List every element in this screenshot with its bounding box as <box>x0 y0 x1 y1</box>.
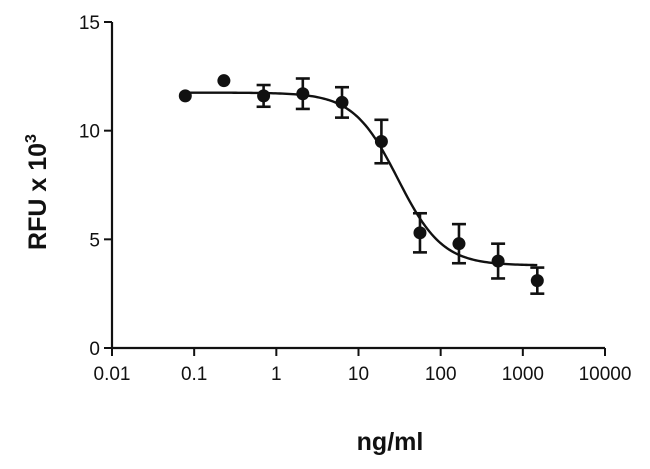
x-axis-title: ng/ml <box>357 428 424 456</box>
data-point <box>257 89 271 103</box>
data-point <box>491 254 505 268</box>
x-tick-label: 10000 <box>579 364 632 385</box>
x-tick-label: 1 <box>271 364 282 385</box>
x-tick-label: 0.1 <box>181 364 207 385</box>
data-point <box>296 87 310 101</box>
x-tick-label: 10 <box>348 364 369 385</box>
data-point <box>374 135 388 149</box>
fit-layer <box>185 91 538 267</box>
y-axis-title-exponent: 3 <box>23 134 40 143</box>
y-tick-label: 5 <box>89 230 100 251</box>
x-tick-label: 1000 <box>502 364 544 385</box>
data-point <box>413 226 427 240</box>
y-tick-label: 15 <box>79 13 100 34</box>
y-tick-label: 0 <box>89 339 100 360</box>
y-axis-title: RFU x 103 <box>23 134 52 250</box>
x-tick-label: 100 <box>425 364 457 385</box>
y-tick-label: 10 <box>79 122 100 143</box>
y-ticks: 0 5 10 15 <box>79 13 112 360</box>
data-points <box>178 74 545 295</box>
data-point <box>452 237 466 251</box>
x-tick-label: 0.01 <box>94 364 131 385</box>
data-point <box>335 95 349 109</box>
fit-curve <box>185 91 538 267</box>
data-point <box>178 89 192 103</box>
y-axis-title-group: RFU x 103 <box>23 134 52 250</box>
axes <box>110 22 605 350</box>
x-ticks: 0.01 0.1 1 10 100 1000 10000 <box>94 348 632 385</box>
data-point <box>530 274 544 288</box>
y-axis-title-main: RFU x 10 <box>24 143 52 250</box>
data-point <box>217 74 231 88</box>
